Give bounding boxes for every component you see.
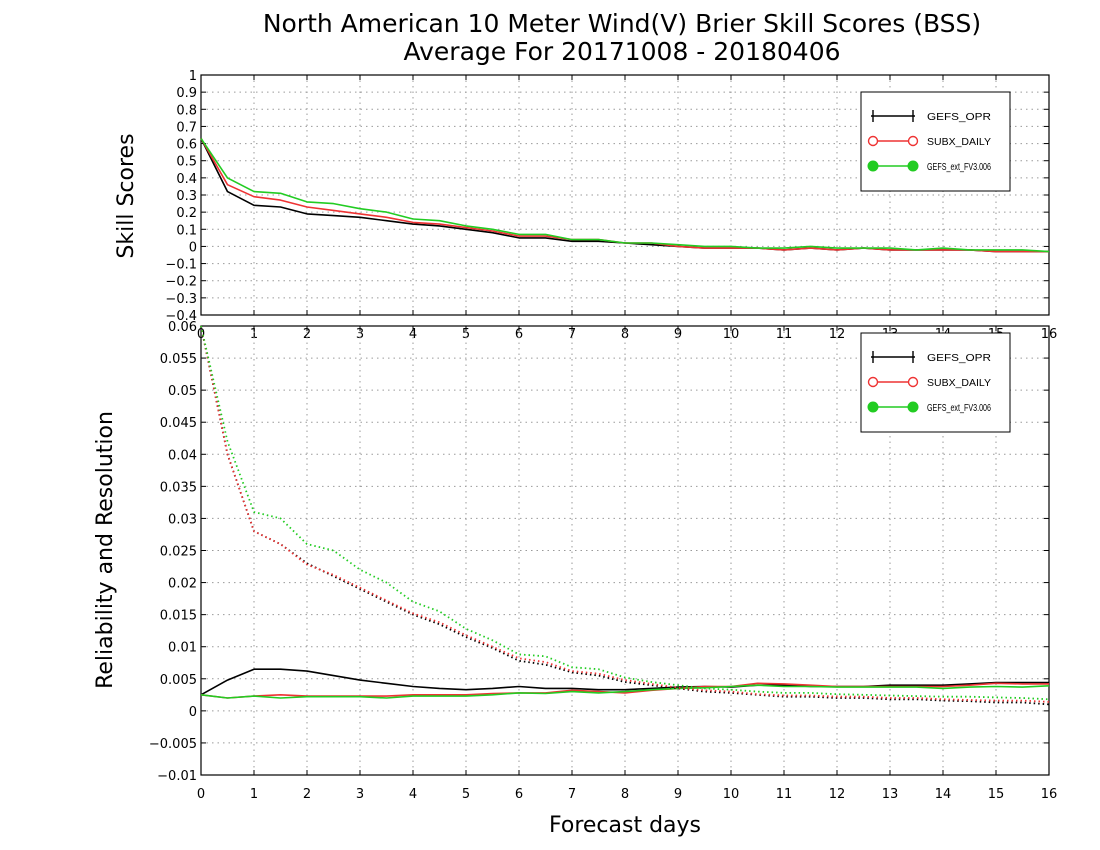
y-tick-label: 0.015 — [160, 609, 197, 624]
reliability-grid — [201, 326, 1049, 775]
y-tick-label: 0.045 — [160, 416, 197, 431]
y-tick-label: 0.03 — [168, 512, 197, 527]
x-tick-label: 8 — [621, 787, 629, 802]
chart-title-line2: Average For 20171008 - 20180406 — [403, 37, 840, 66]
xaxis-label: Forecast days — [549, 813, 701, 838]
y-tick-label: 0.1 — [176, 223, 197, 238]
legend-label: GEFS_OPR — [927, 112, 991, 123]
y-tick-label: 0.3 — [176, 189, 197, 204]
legend-filled-circle-marker — [907, 401, 919, 413]
x-tick-label: 5 — [462, 787, 470, 802]
y-tick-label: −0.1 — [165, 258, 197, 273]
x-tick-label: 10 — [723, 327, 740, 342]
legend-open-circle-marker — [907, 135, 919, 147]
y-tick-label: 0.8 — [176, 103, 197, 118]
x-tick-label: 14 — [935, 787, 952, 802]
y-tick-label: 0 — [189, 240, 197, 255]
x-tick-label: 1 — [250, 327, 258, 342]
legend-open-circle-marker — [907, 376, 919, 388]
legend-open-circle-marker — [867, 376, 879, 388]
y-tick-label: −0.4 — [165, 309, 197, 324]
reliability-gefs-opr-line — [200, 668, 1049, 696]
y-tick-label: 0.6 — [176, 138, 197, 153]
y-tick-label: −0.01 — [157, 769, 197, 784]
x-tick-label: 3 — [356, 787, 364, 802]
legend-label: SUBX_DAILY — [927, 137, 991, 148]
legend-filled-circle-marker — [907, 160, 919, 172]
x-tick-label: 3 — [356, 327, 364, 342]
x-tick-label: 6 — [515, 327, 523, 342]
reliability-gefs-ext-fv3-006-line — [200, 684, 1050, 699]
y-tick-label: 0.02 — [168, 577, 197, 592]
legend-open-circle-marker — [867, 135, 879, 147]
x-tick-label: 8 — [621, 327, 629, 342]
x-tick-label: 11 — [776, 787, 793, 802]
skill-score-ylabel: Skill Scores — [114, 133, 139, 258]
x-tick-label: 2 — [303, 787, 311, 802]
reliability-yaxis: 0.060.0550.050.0450.040.0350.030.0250.02… — [149, 320, 1049, 784]
x-tick-label: 13 — [882, 787, 899, 802]
chart-title-line1: North American 10 Meter Wind(V) Brier Sk… — [263, 9, 981, 38]
skill-score-series — [200, 137, 1050, 253]
x-tick-label: 12 — [829, 787, 846, 802]
y-tick-label: 0.06 — [168, 320, 197, 335]
gefs-ext-fv3-006-line — [200, 137, 1050, 253]
x-tick-label: 6 — [515, 787, 523, 802]
legend-filled-circle-marker — [867, 401, 879, 413]
reliability-legend: GEFS_OPR SUBX_DAILY GEFS_ext_FV3.006 — [860, 332, 1011, 433]
y-tick-label: −0.3 — [165, 292, 197, 307]
y-tick-label: 0.055 — [160, 352, 197, 367]
reliability-ylabel: Reliability and Resolution — [93, 411, 118, 689]
y-tick-label: 1 — [189, 69, 197, 84]
x-tick-label: 16 — [1041, 787, 1058, 802]
resolution-gefs-ext-fv3-006-line — [200, 325, 1050, 701]
y-tick-label: 0.9 — [176, 86, 197, 101]
x-tick-label: 15 — [988, 787, 1005, 802]
skill-score-legend: GEFS_OPR SUBX_DAILY GEFS_ext_FV3.006 — [860, 91, 1011, 192]
x-tick-label: 9 — [674, 327, 682, 342]
x-tick-label: 2 — [303, 327, 311, 342]
x-tick-label: 1 — [250, 787, 258, 802]
x-tick-label: 0 — [197, 787, 205, 802]
legend-filled-circle-marker — [867, 160, 879, 172]
y-tick-label: 0.05 — [168, 384, 197, 399]
y-tick-label: 0.04 — [168, 448, 197, 463]
reliability-resolution-panel: 0.060.0550.050.0450.040.0350.030.0250.02… — [93, 320, 1057, 838]
legend-label: GEFS_ext_FV3.006 — [927, 162, 991, 173]
x-tick-label: 9 — [674, 787, 682, 802]
skill-score-yaxis: 1 0.9 0.8 0.7 0.6 0.5 0.4 0.3 0.2 0.1 0 −0.1 −0.2 −0.… — [165, 69, 1049, 324]
x-tick-label: 10 — [723, 787, 740, 802]
reliability-xaxis: 0 1 2 3 4 5 6 7 8 9 10 11 12 13 14 15 16 — [197, 326, 1057, 802]
skill-score-panel: 1 0.9 0.8 0.7 0.6 0.5 0.4 0.3 0.2 0.1 0 −0.1 −0.2 −0.… — [114, 69, 1057, 342]
x-tick-label: 4 — [409, 787, 417, 802]
legend-label: GEFS_OPR — [927, 353, 991, 364]
legend-label: SUBX_DAILY — [927, 378, 991, 389]
reliability-series — [200, 325, 1050, 706]
x-tick-label: 5 — [462, 327, 470, 342]
x-tick-label: 7 — [568, 787, 576, 802]
y-tick-label: 0.7 — [176, 120, 197, 135]
y-tick-label: −0.2 — [165, 275, 197, 290]
y-tick-label: −0.005 — [149, 737, 197, 752]
x-tick-label: 12 — [829, 327, 846, 342]
y-tick-label: 0.025 — [160, 545, 197, 560]
y-tick-label: 0.005 — [160, 673, 197, 688]
y-tick-label: 0.01 — [168, 641, 197, 656]
y-tick-label: 0 — [189, 705, 197, 720]
x-tick-label: 7 — [568, 327, 576, 342]
x-tick-label: 4 — [409, 327, 417, 342]
y-tick-label: 0.2 — [176, 206, 197, 221]
y-tick-label: 0.5 — [176, 155, 197, 170]
y-tick-label: 0.4 — [176, 172, 197, 187]
x-tick-label: 11 — [776, 327, 793, 342]
legend-label: GEFS_ext_FV3.006 — [927, 403, 991, 414]
y-tick-label: 0.035 — [160, 480, 197, 495]
